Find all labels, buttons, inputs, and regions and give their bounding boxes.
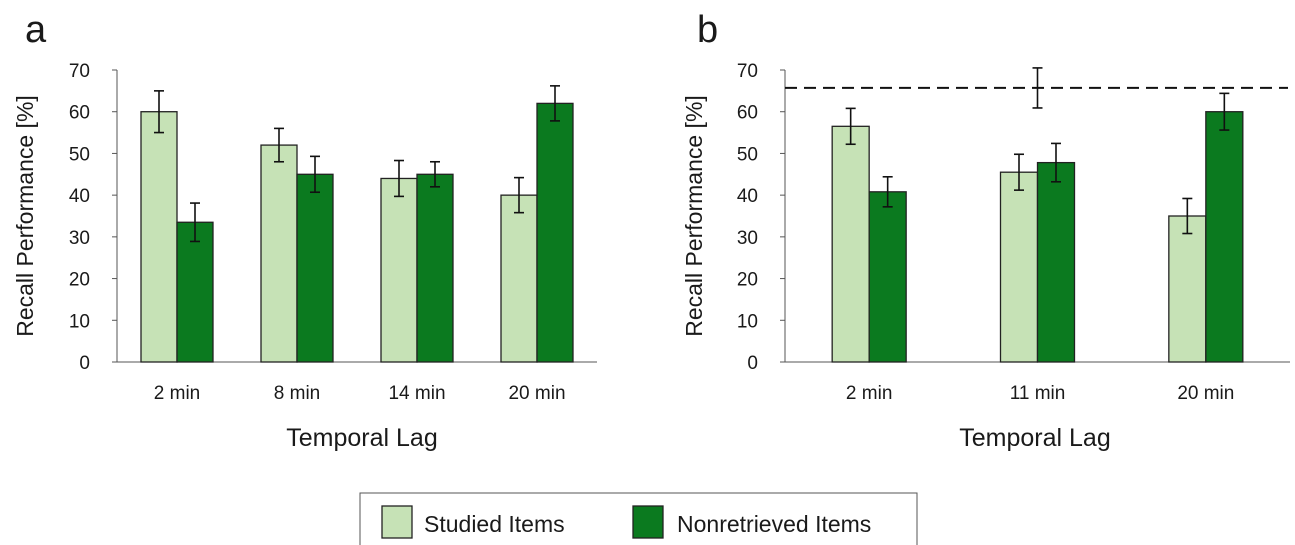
bar-nonretrieved bbox=[536, 102, 574, 363]
panel-letter: a bbox=[25, 9, 47, 51]
x-tick-label: 2 min bbox=[846, 383, 892, 404]
bar-nonretrieved bbox=[1205, 111, 1244, 363]
bar-studied bbox=[831, 125, 870, 363]
legend-swatch-nonretrieved bbox=[632, 505, 664, 539]
y-tick-label: 40 bbox=[69, 186, 90, 207]
y-tick-label: 50 bbox=[737, 144, 758, 165]
legend-box bbox=[359, 492, 918, 545]
x-tick-label: 2 min bbox=[154, 383, 200, 404]
x-tick-label: 20 min bbox=[1177, 383, 1234, 404]
x-axis-title: Temporal Lag bbox=[959, 424, 1110, 452]
y-tick-label: 50 bbox=[69, 144, 90, 165]
y-tick-label: 0 bbox=[79, 353, 90, 374]
legend: Studied Items Nonretrieved Items bbox=[359, 492, 918, 545]
x-tick-label: 8 min bbox=[274, 383, 320, 404]
legend-swatch-studied bbox=[381, 505, 413, 539]
legend-label-nonretrieved: Nonretrieved Items bbox=[677, 511, 871, 537]
bar-nonretrieved bbox=[176, 221, 214, 363]
y-tick-label: 20 bbox=[737, 270, 758, 291]
y-tick-label: 60 bbox=[737, 103, 758, 124]
bar-studied bbox=[260, 144, 298, 363]
x-tick-label: 14 min bbox=[388, 383, 445, 404]
bar-studied bbox=[140, 111, 178, 363]
x-tick-label: 11 min bbox=[1010, 383, 1066, 404]
bar-nonretrieved bbox=[296, 173, 334, 363]
bar-studied bbox=[500, 194, 538, 363]
bar-studied bbox=[999, 171, 1039, 363]
panel-b: b 0 10 20 30 40 50 60 70 Recall Performance [%] Te… bbox=[681, 9, 1290, 452]
y-tick-label: 0 bbox=[747, 353, 758, 374]
bar-studied bbox=[380, 177, 418, 363]
y-axis-title: Recall Performance [%] bbox=[681, 95, 707, 337]
panel-a: a 0 10 20 30 40 50 60 70 Recall Performance [%] Te… bbox=[12, 9, 597, 452]
y-tick-label: 30 bbox=[69, 228, 90, 249]
bar-nonretrieved bbox=[868, 191, 907, 363]
y-tick-label: 30 bbox=[737, 228, 758, 249]
y-tick-label: 70 bbox=[737, 61, 758, 82]
y-axis-title: Recall Performance [%] bbox=[12, 95, 38, 337]
y-tick-label: 20 bbox=[69, 270, 90, 291]
panel-letter: b bbox=[697, 9, 718, 51]
x-tick-label: 20 min bbox=[508, 383, 565, 404]
y-tick-label: 70 bbox=[69, 61, 90, 82]
y-tick-label: 40 bbox=[737, 186, 758, 207]
bar-nonretrieved bbox=[416, 173, 454, 363]
y-tick-label: 10 bbox=[69, 311, 90, 332]
bar-studied bbox=[1168, 215, 1207, 363]
y-tick-label: 60 bbox=[69, 103, 90, 124]
bar-nonretrieved bbox=[1036, 161, 1076, 363]
y-tick-label: 10 bbox=[737, 311, 758, 332]
legend-label-studied: Studied Items bbox=[424, 511, 565, 537]
x-axis-title: Temporal Lag bbox=[286, 424, 437, 452]
